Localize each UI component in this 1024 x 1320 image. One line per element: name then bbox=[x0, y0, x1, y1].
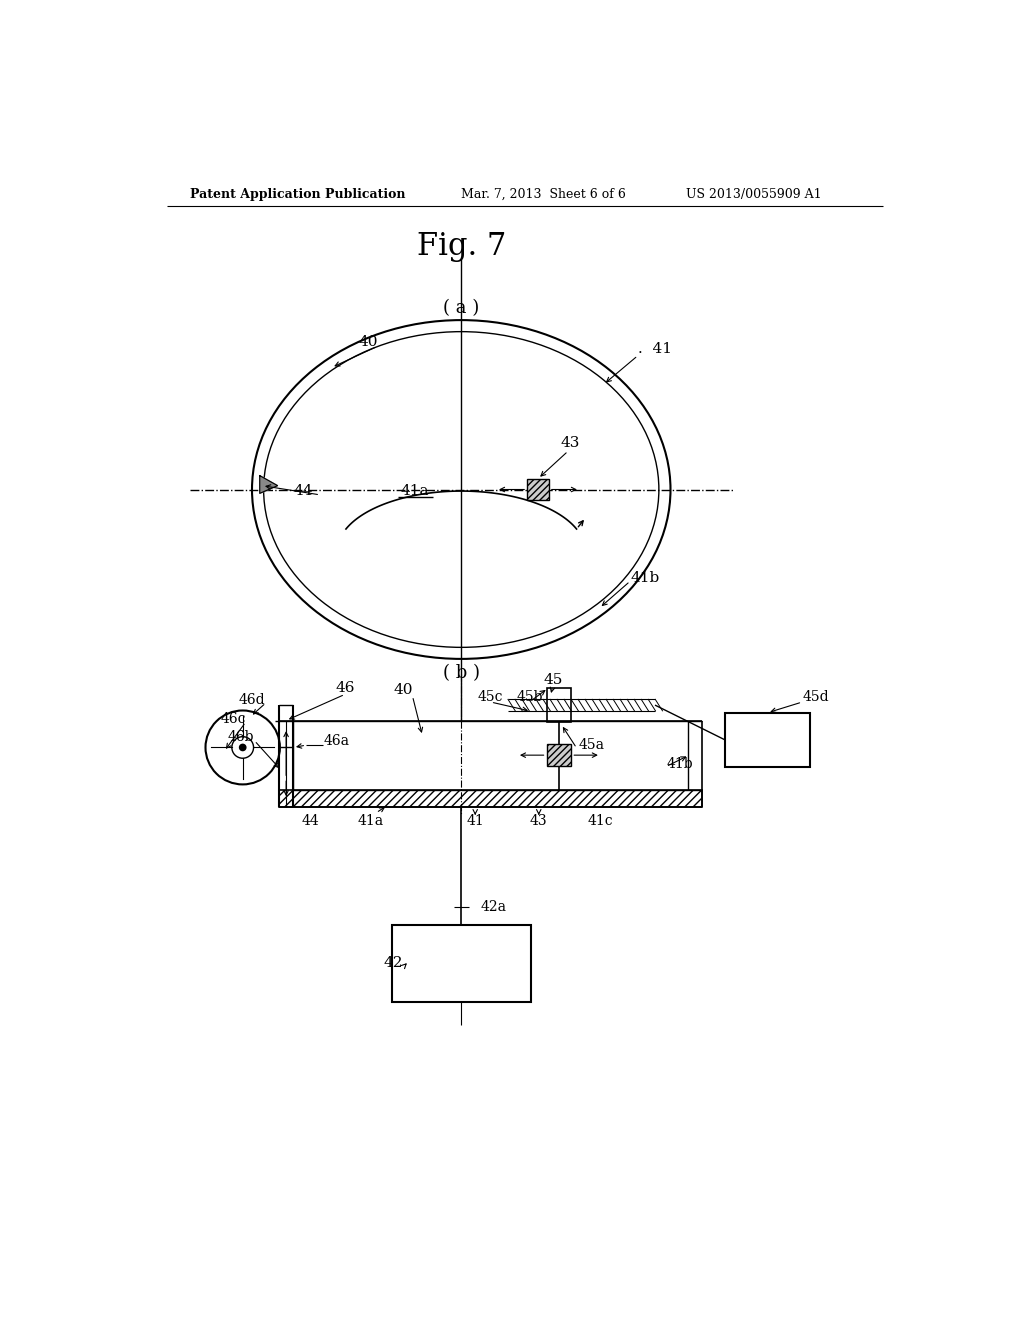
Text: Mar. 7, 2013  Sheet 6 of 6: Mar. 7, 2013 Sheet 6 of 6 bbox=[461, 187, 626, 201]
Text: 44: 44 bbox=[301, 813, 319, 828]
Text: 45c: 45c bbox=[478, 690, 504, 705]
Text: 44: 44 bbox=[294, 484, 313, 498]
Text: 45d: 45d bbox=[802, 690, 828, 705]
Text: 41: 41 bbox=[466, 813, 484, 828]
Text: 45b: 45b bbox=[516, 690, 543, 705]
Text: 41a: 41a bbox=[400, 484, 429, 498]
Text: 46: 46 bbox=[335, 681, 354, 696]
Text: 46d: 46d bbox=[239, 693, 265, 706]
Text: 46b: 46b bbox=[227, 730, 254, 744]
Text: 42a: 42a bbox=[480, 900, 507, 913]
Text: Patent Application Publication: Patent Application Publication bbox=[190, 187, 406, 201]
Polygon shape bbox=[260, 475, 278, 494]
Text: 42: 42 bbox=[384, 956, 403, 970]
Text: 41a: 41a bbox=[357, 813, 384, 828]
Text: 41c: 41c bbox=[588, 813, 613, 828]
Text: 41b: 41b bbox=[667, 756, 693, 771]
Text: 43: 43 bbox=[560, 437, 580, 450]
Text: 40: 40 bbox=[358, 335, 378, 348]
Text: .  41: . 41 bbox=[638, 342, 672, 356]
Text: 46a: 46a bbox=[324, 734, 349, 748]
Text: 45a: 45a bbox=[579, 738, 604, 752]
Bar bbox=[547, 688, 571, 722]
Bar bbox=[527, 479, 549, 500]
Text: Fig. 7: Fig. 7 bbox=[417, 231, 506, 263]
Text: 46c: 46c bbox=[220, 711, 246, 726]
Circle shape bbox=[239, 743, 247, 751]
Text: ( a ): ( a ) bbox=[443, 300, 479, 318]
Text: 40: 40 bbox=[393, 682, 413, 697]
Bar bbox=[391, 924, 531, 1002]
Bar bbox=[725, 713, 810, 767]
Text: US 2013/0055909 A1: US 2013/0055909 A1 bbox=[686, 187, 821, 201]
Bar bbox=[547, 744, 571, 766]
Text: ( b ): ( b ) bbox=[442, 664, 480, 681]
Text: 41b: 41b bbox=[630, 572, 659, 585]
Text: 43: 43 bbox=[530, 813, 548, 828]
Bar bbox=[280, 789, 701, 807]
Text: 45: 45 bbox=[543, 673, 562, 688]
